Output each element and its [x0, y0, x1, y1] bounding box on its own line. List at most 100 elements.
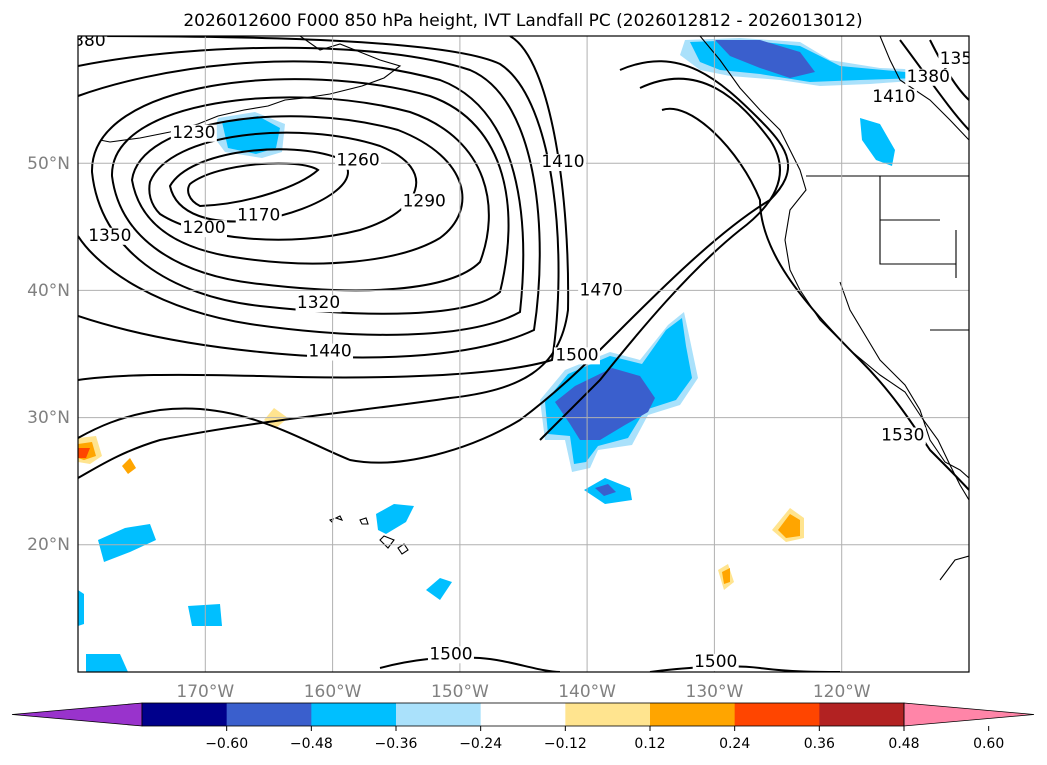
hawaii-coast	[328, 515, 409, 555]
map-frame	[77, 35, 970, 673]
contour-label-bg	[181, 220, 228, 238]
contour-1200	[168, 148, 349, 223]
contour-label: 1530	[881, 425, 924, 445]
longitude-labels: 170°W 160°W 150°W 140°W 130°W 120°W	[176, 682, 870, 702]
map-content: 3801230126012901410141013801350117012001…	[73, 31, 983, 672]
colorbar-segment	[650, 703, 736, 726]
contour-label-bg	[307, 343, 354, 361]
lon-label-140w: 140°W	[558, 682, 616, 702]
contour-label: 1320	[297, 293, 340, 313]
colorbar-segments	[11, 702, 1035, 727]
contour-label-bg	[295, 295, 342, 313]
baja-coast	[839, 281, 969, 479]
colorbar-tick-label: 0.48	[888, 736, 919, 752]
contour-label: 1410	[872, 87, 915, 107]
colorbar-tick-label: 0.24	[719, 736, 750, 752]
contour-1230	[148, 131, 418, 241]
ivt-shade-positive-3	[122, 458, 136, 474]
contour-label-bg	[870, 89, 917, 107]
contour-1350	[78, 60, 525, 336]
contour-label: 1440	[308, 342, 351, 362]
colorbar-tick-labels: −0.60 −0.48 −0.36 −0.24 −0.12 0.12 0.24 0.36 0.4…	[205, 736, 1004, 752]
colorbar-segment	[226, 703, 312, 726]
lat-label-50n: 50°N	[27, 154, 70, 174]
contour-label-bg	[86, 227, 133, 245]
map-title: 2026012600 F000 850 hPa height, IVT Land…	[183, 11, 862, 31]
contour-label-bg	[578, 282, 625, 300]
contour-1470	[78, 60, 789, 464]
colorbar-tick-label: −0.12	[544, 736, 587, 752]
contour-label: 1500	[555, 345, 598, 365]
contour-labels: 3801230126012901410141013801350117012001…	[73, 31, 983, 672]
ivt-shade-small-1-core	[595, 484, 616, 496]
contour-label-bg	[427, 646, 474, 664]
colorbar-tick-marks	[226, 726, 990, 731]
ivt-shade-hawaii	[376, 504, 414, 534]
colorbar-segment	[396, 703, 482, 726]
colorbar-tick-label: −0.48	[290, 736, 333, 752]
ivt-shade-subtropical-core	[555, 368, 655, 440]
contour-label-bg	[905, 68, 952, 86]
contour-label: 1500	[429, 644, 472, 664]
contour-1500-south-west	[379, 656, 561, 672]
lon-label-170w: 170°W	[176, 682, 234, 702]
mexico-coast	[939, 555, 969, 581]
colorbar-tick-label: 0.36	[804, 736, 835, 752]
ivt-shade-coast	[860, 118, 895, 166]
ivt-shade-positive-1-core	[78, 448, 90, 458]
colorbar-segment	[819, 703, 905, 726]
ivt-shading	[78, 38, 930, 672]
colorbar-tick-label: 0.12	[634, 736, 665, 752]
contour-label-bg	[170, 124, 217, 142]
contour-label: 1350	[940, 49, 983, 69]
colorbar-tick-label: −0.60	[205, 736, 248, 752]
colorbar-segment	[734, 703, 820, 726]
ivt-shade-small-2	[426, 578, 452, 600]
borders	[806, 175, 969, 331]
colorbar: −0.60 −0.48 −0.36 −0.24 −0.12 0.12 0.24 0.36 0.4…	[11, 702, 1035, 752]
colorbar-tick-label: −0.24	[459, 736, 502, 752]
contour-label-bg	[879, 427, 926, 445]
lat-label-30n: 30°N	[27, 408, 70, 428]
lon-label-160w: 160°W	[304, 682, 362, 702]
contour-1500	[539, 77, 781, 441]
colorbar-extend-low	[11, 702, 143, 727]
ivt-shade-positive-5-core	[722, 568, 730, 584]
contour-label: 1350	[88, 226, 131, 246]
north-america-coast	[699, 36, 969, 501]
colorbar-segment	[311, 703, 397, 726]
colorbar-segment	[480, 703, 566, 726]
contour-label: 1230	[172, 123, 215, 143]
contour-label-bg	[335, 152, 382, 170]
contour-label: 1500	[694, 652, 737, 672]
lat-label-40n: 40°N	[27, 281, 70, 301]
colorbar-extend-high	[903, 702, 1035, 727]
contour-label: 1470	[580, 280, 623, 300]
contour-1410	[78, 36, 560, 381]
contour-label-bg	[401, 193, 448, 211]
contour-label: 1410	[541, 152, 584, 172]
colorbar-segment	[142, 703, 228, 726]
contour-label-bg	[938, 50, 969, 68]
colorbar-segment	[565, 703, 651, 726]
ivt-shade-positive-4-core	[778, 514, 800, 538]
contour-1530	[661, 107, 969, 491]
lon-label-120w: 120°W	[813, 682, 871, 702]
contour-label-bg	[553, 347, 600, 365]
contour-1380-ne	[899, 39, 969, 131]
contour-label-bg	[235, 207, 282, 225]
latitude-labels: 50°N 40°N 30°N 20°N	[27, 154, 70, 555]
contour-label: 1170	[237, 205, 280, 225]
lon-label-150w: 150°W	[431, 682, 489, 702]
ivt-shade-north-core	[715, 40, 815, 78]
ivt-shade-sw-2	[86, 654, 128, 672]
colorbar-tick-label: 0.60	[973, 736, 1004, 752]
contour-label-bg	[539, 154, 586, 172]
lon-label-130w: 130°W	[686, 682, 744, 702]
ivt-shade-west	[98, 524, 156, 562]
ivt-shade-edge	[78, 590, 84, 626]
colorbar-tick-label: −0.36	[375, 736, 418, 752]
contour-1170	[187, 162, 320, 208]
contour-label: 380	[73, 31, 105, 51]
